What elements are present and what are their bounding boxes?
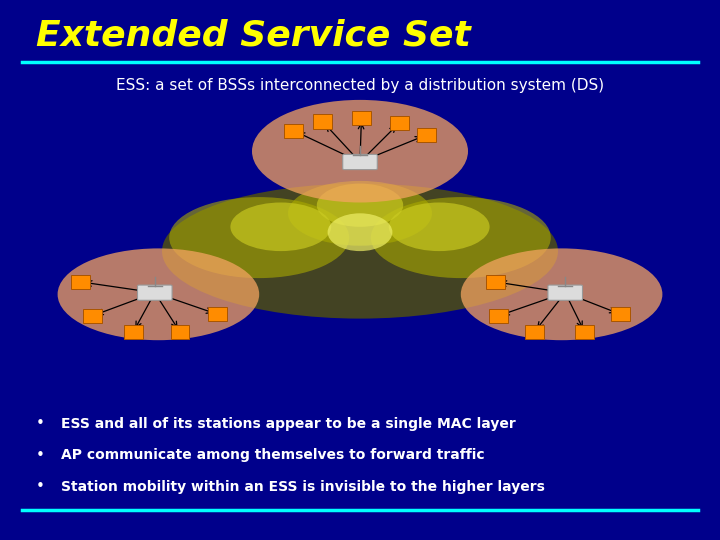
FancyBboxPatch shape [71,275,90,289]
FancyBboxPatch shape [208,307,227,321]
Text: ESS: a set of BSSs interconnected by a distribution system (DS): ESS: a set of BSSs interconnected by a d… [116,78,604,93]
Ellipse shape [162,184,558,319]
FancyBboxPatch shape [171,325,189,339]
FancyBboxPatch shape [417,128,436,142]
FancyBboxPatch shape [525,325,544,339]
Text: Extended Service Set: Extended Service Set [36,19,471,53]
Ellipse shape [169,197,349,278]
FancyBboxPatch shape [486,275,505,289]
Ellipse shape [252,100,468,202]
FancyBboxPatch shape [489,309,508,323]
Ellipse shape [230,202,331,251]
Ellipse shape [389,202,490,251]
Text: AP communicate among themselves to forward traffic: AP communicate among themselves to forwa… [61,448,485,462]
Text: •: • [36,479,45,494]
FancyBboxPatch shape [343,154,377,170]
FancyBboxPatch shape [575,325,594,339]
Text: ESS and all of its stations appear to be a single MAC layer: ESS and all of its stations appear to be… [61,417,516,431]
FancyBboxPatch shape [548,285,582,300]
FancyBboxPatch shape [124,325,143,339]
Text: Station mobility within an ESS is invisible to the higher layers: Station mobility within an ESS is invisi… [61,480,545,494]
FancyBboxPatch shape [390,116,409,130]
Text: •: • [36,448,45,463]
FancyBboxPatch shape [138,285,172,300]
Ellipse shape [288,181,432,246]
Ellipse shape [371,197,551,278]
FancyBboxPatch shape [313,114,332,129]
FancyBboxPatch shape [611,307,630,321]
Ellipse shape [317,184,403,227]
FancyBboxPatch shape [352,111,371,125]
Ellipse shape [58,248,259,340]
Ellipse shape [328,213,392,251]
Text: •: • [36,416,45,431]
FancyBboxPatch shape [83,309,102,323]
Ellipse shape [461,248,662,340]
FancyBboxPatch shape [284,124,303,138]
